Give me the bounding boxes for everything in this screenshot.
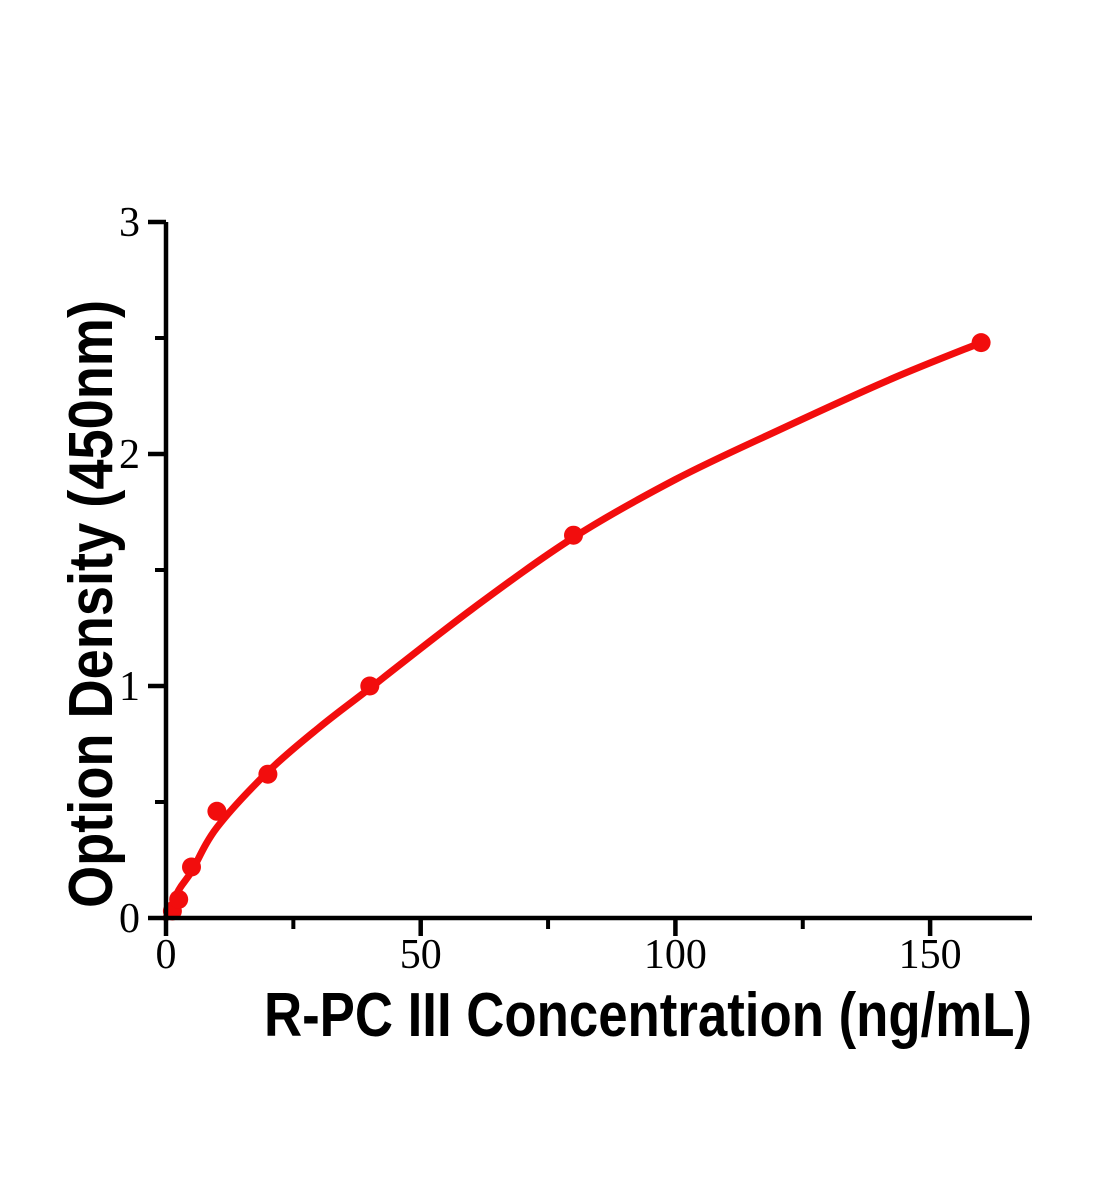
fit-curve-line	[162, 339, 985, 922]
axis-lines	[163, 222, 1032, 921]
data-point-marker	[258, 764, 278, 784]
data-points-layer	[162, 333, 991, 921]
data-point-marker	[360, 676, 380, 696]
y-axis-title: Option Density (450nm)	[57, 300, 126, 908]
fit-curve-layer	[162, 339, 985, 922]
y-tick-label: 1	[119, 664, 140, 710]
data-point-marker	[564, 525, 583, 545]
y-tick-label: 2	[119, 432, 140, 478]
data-point-marker	[182, 857, 201, 877]
data-point-marker	[971, 333, 991, 353]
y-tick-label: 3	[119, 200, 140, 246]
tick-labels-layer: 0 50 100 150 0 1 2 3	[119, 200, 962, 978]
ticks-layer	[148, 219, 933, 936]
x-tick-label: 50	[400, 932, 442, 978]
axes-layer	[163, 222, 1032, 921]
x-tick-label: 100	[644, 932, 707, 978]
x-tick-label: 0	[156, 932, 177, 978]
x-tick-label: 150	[899, 932, 962, 978]
data-point-marker	[207, 801, 227, 821]
data-point-marker	[169, 889, 189, 909]
y-tick-label: 0	[119, 896, 140, 942]
x-axis-title: R-PC III Concentration (ng/mL)	[264, 981, 1032, 1050]
